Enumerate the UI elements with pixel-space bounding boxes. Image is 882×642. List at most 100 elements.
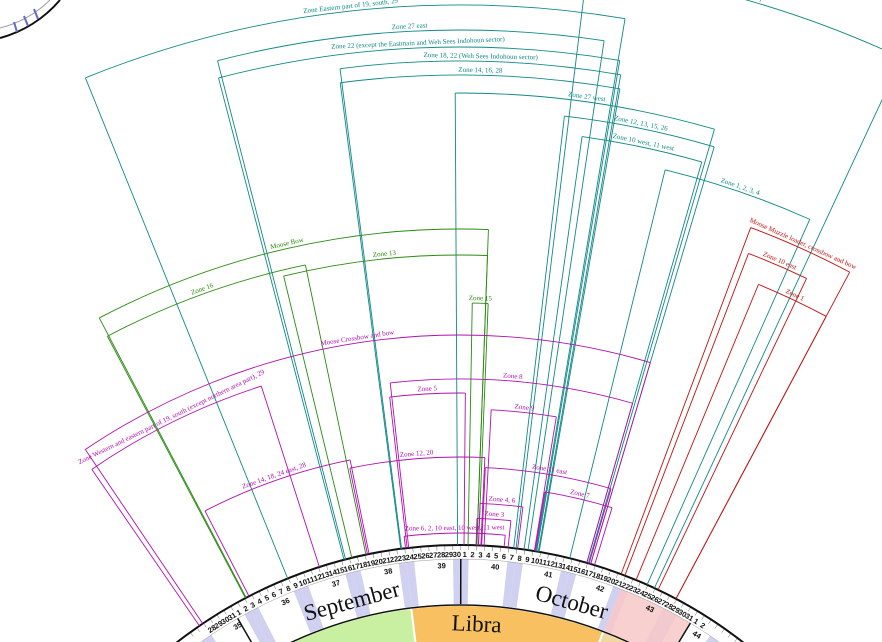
day-number: 11 <box>538 557 547 567</box>
zone-arc <box>91 385 262 470</box>
weekend-band <box>300 585 324 631</box>
zone-leg <box>590 362 651 565</box>
day-number: 14 <box>561 562 572 573</box>
day-number: 11 <box>305 575 315 586</box>
zone-leg <box>475 518 478 546</box>
day-number: 14 <box>328 567 339 578</box>
day-number: 26 <box>649 593 660 605</box>
day-number: 15 <box>335 565 345 576</box>
day-number: 20 <box>606 575 617 586</box>
day-number: 6 <box>270 590 278 600</box>
day-number: 9 <box>525 555 530 565</box>
day-number: 9 <box>292 581 299 591</box>
day-number: 29 <box>445 550 454 559</box>
week-number: 39 <box>437 561 446 570</box>
day-number: 24 <box>405 552 415 562</box>
day-number: 13 <box>553 560 563 571</box>
zone-label: Moose Crossbow and bow <box>320 328 396 347</box>
zone-leg <box>620 227 752 575</box>
day-number: 27 <box>429 551 438 560</box>
zone-leg <box>218 77 345 560</box>
zone-arc <box>85 4 626 79</box>
weekend-band <box>452 559 461 605</box>
zone-leg <box>349 459 370 555</box>
zone-arc <box>404 532 506 537</box>
day-number: 15 <box>568 564 578 575</box>
zone-label: Zone 18, 22 (Weh Sees Indohoun sector) <box>423 51 538 62</box>
day-number: 24 <box>635 586 647 598</box>
day-number: 26 <box>421 551 430 561</box>
zone-arc <box>339 60 621 76</box>
day-number: 27 <box>656 596 667 608</box>
zone-leg <box>467 303 473 546</box>
day-number: 2 <box>242 604 250 614</box>
weekend-band <box>293 588 317 633</box>
zone-arc <box>283 254 488 277</box>
zone-leg <box>84 449 204 624</box>
sign-border <box>290 604 630 642</box>
zone-arc <box>665 169 810 220</box>
day-number: 8 <box>285 584 292 594</box>
day-number: 5 <box>263 593 271 603</box>
zone-arc <box>581 136 702 163</box>
zone-leg <box>588 488 612 564</box>
zone-leg <box>569 169 666 559</box>
zone-leg <box>507 520 512 548</box>
zone-label: Zone 9 <box>514 402 535 412</box>
day-number: 22 <box>389 554 399 564</box>
week-number: 40 <box>491 562 500 572</box>
day-number: 19 <box>598 572 609 583</box>
day-number: 2 <box>699 621 707 631</box>
zone-arc <box>218 46 620 79</box>
day-number: 30 <box>453 550 461 559</box>
day-number: 8 <box>517 554 522 563</box>
zone-leg <box>339 68 402 549</box>
zone-arc <box>750 227 850 273</box>
zone-leg <box>217 60 347 560</box>
zone-leg <box>646 219 811 585</box>
zone-leg <box>403 536 406 549</box>
day-number: 18 <box>358 560 368 571</box>
zone-leg <box>463 393 466 546</box>
day-number: 28 <box>437 550 446 559</box>
zone-arc <box>390 378 633 404</box>
day-number: 12 <box>312 572 323 583</box>
zone-label: Zone 10 west, 11 west <box>612 132 675 153</box>
day-number: 1 <box>692 616 700 626</box>
zone-leg <box>535 18 626 552</box>
day-number: 2 <box>470 550 474 559</box>
weekend-band <box>244 610 268 642</box>
day-number: 12 <box>546 558 556 568</box>
day-number: 7 <box>277 587 284 597</box>
week-number: 36 <box>280 596 291 608</box>
zone-label: Zone 27 east <box>391 21 427 31</box>
day-number: 28 <box>663 600 675 612</box>
zone-arc <box>389 392 466 398</box>
zone-leg <box>389 397 408 549</box>
day-number: 30 <box>677 607 689 619</box>
zone-label: Zone 14, 18, 24 east, 28 <box>241 461 308 491</box>
zone-leg <box>204 510 250 597</box>
zone-arc <box>204 459 351 512</box>
weekend-band <box>200 639 207 642</box>
zone-leg <box>653 98 882 589</box>
zone-leg <box>594 507 613 566</box>
zone-label: Zone 4, 6 <box>488 495 516 505</box>
zone-arc <box>107 264 306 337</box>
zone-leg <box>533 416 557 552</box>
day-number: 10 <box>530 556 540 566</box>
day-number: 29 <box>213 619 225 631</box>
day-number: 25 <box>642 590 653 602</box>
zone-arc <box>99 228 489 319</box>
weekend-band <box>251 607 276 642</box>
zone-leg <box>586 403 633 563</box>
weekend-band <box>509 562 523 609</box>
zone-leg <box>538 88 621 552</box>
zone-leg <box>527 40 605 551</box>
zone-leg <box>98 317 247 598</box>
zone-leg <box>480 457 486 546</box>
day-number: 16 <box>576 566 586 577</box>
day-number: 31 <box>683 611 695 623</box>
